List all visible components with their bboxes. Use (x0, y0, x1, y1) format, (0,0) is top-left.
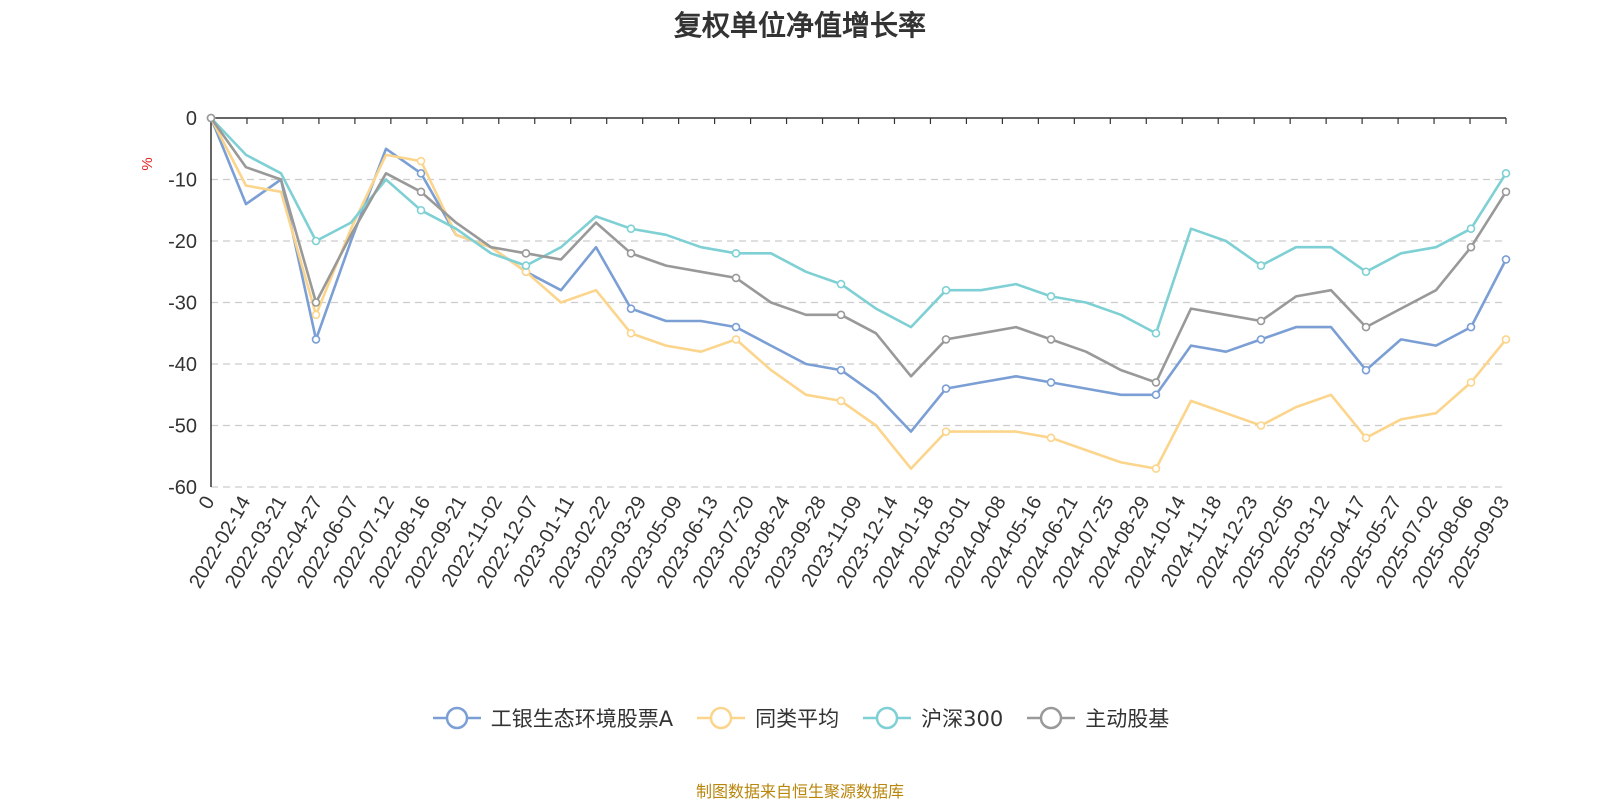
legend-swatch (863, 706, 912, 730)
chart-title: 复权单位净值增长率 (673, 9, 926, 42)
data-point (1256, 421, 1266, 430)
data-point (416, 169, 426, 178)
data-point (1361, 433, 1371, 443)
data-point (311, 310, 321, 320)
data-point (521, 249, 531, 258)
data-point (1501, 187, 1511, 197)
series-line-4 (209, 117, 1508, 384)
data-point (1151, 390, 1161, 400)
data-point (731, 273, 741, 283)
axes: 0-10-20-30-40-50-6002022-02-142022-03-21… (168, 108, 1514, 592)
series-lines (206, 113, 1511, 473)
y-tick-label: -30 (168, 293, 197, 315)
data-point (836, 396, 846, 406)
y-tick-label: -20 (168, 231, 197, 253)
data-point (1361, 365, 1371, 375)
legend-label: 沪深300 (921, 707, 1004, 731)
data-point (1046, 335, 1056, 344)
legend-label: 同类平均 (755, 707, 840, 731)
source-note: 制图数据来自恒生聚源数据库 (695, 782, 904, 801)
data-point (1501, 169, 1511, 178)
grid-lines (211, 178, 1506, 488)
legend: 工银生态环境股票A 同类平均 沪深300 主动股基 (0, 703, 1600, 733)
data-point (836, 365, 846, 375)
series-line-1 (209, 117, 1508, 433)
data-point (1046, 378, 1056, 387)
y-tick-label: 0 (186, 108, 197, 130)
data-point (1256, 316, 1266, 326)
legend-item-1[interactable]: 工银生态环境股票A (431, 703, 673, 733)
data-point (311, 298, 321, 307)
data-point (311, 335, 321, 344)
data-point (1466, 322, 1476, 332)
data-point (941, 427, 951, 436)
data-point (1361, 267, 1371, 277)
x-tick-label: 0 (195, 493, 220, 514)
data-point (206, 113, 216, 123)
data-point (836, 279, 846, 289)
legend-item-3[interactable]: 沪深300 (861, 703, 1003, 733)
data-point (1151, 378, 1161, 387)
data-point (1466, 224, 1476, 233)
data-point (1466, 378, 1476, 387)
data-point (626, 224, 636, 233)
legend-item-2[interactable]: 同类平均 (695, 703, 839, 733)
legend-label: 工银生态环境股票A (490, 707, 674, 731)
data-point (416, 156, 426, 166)
y-tick-label: -40 (168, 354, 197, 376)
data-point (731, 322, 741, 332)
data-point (836, 310, 846, 320)
line-chart: 0-10-20-30-40-50-6002022-02-142022-03-21… (139, 108, 1514, 592)
data-point (521, 261, 531, 270)
y-tick-label: -60 (168, 477, 197, 499)
data-point (731, 249, 741, 258)
data-point (416, 205, 426, 215)
y-tick-label: -10 (168, 170, 197, 192)
data-point (626, 328, 636, 338)
data-point (1361, 322, 1371, 332)
data-point (1046, 292, 1056, 301)
data-point (1151, 464, 1161, 473)
data-point (1046, 433, 1056, 443)
legend-label: 主动股基 (1085, 707, 1170, 731)
series-line-3 (210, 117, 1508, 335)
data-point (311, 236, 321, 246)
y-tick-label: -50 (168, 416, 197, 438)
data-point (626, 249, 636, 258)
data-point (941, 335, 951, 344)
legend-swatch (697, 706, 746, 730)
data-point (731, 335, 741, 344)
data-point (416, 187, 426, 197)
data-point (1256, 335, 1266, 344)
data-point (626, 304, 636, 313)
data-point (1501, 335, 1511, 344)
data-point (941, 285, 951, 295)
legend-swatch (432, 706, 481, 730)
data-point (941, 384, 951, 393)
y-axis-label: % (139, 157, 156, 170)
legend-swatch (1027, 706, 1076, 730)
data-point (1151, 328, 1161, 338)
series-line-2 (209, 117, 1508, 470)
data-point (1256, 261, 1266, 270)
data-point (1466, 242, 1476, 252)
data-point (1501, 255, 1511, 264)
legend-item-4[interactable]: 主动股基 (1025, 703, 1169, 733)
